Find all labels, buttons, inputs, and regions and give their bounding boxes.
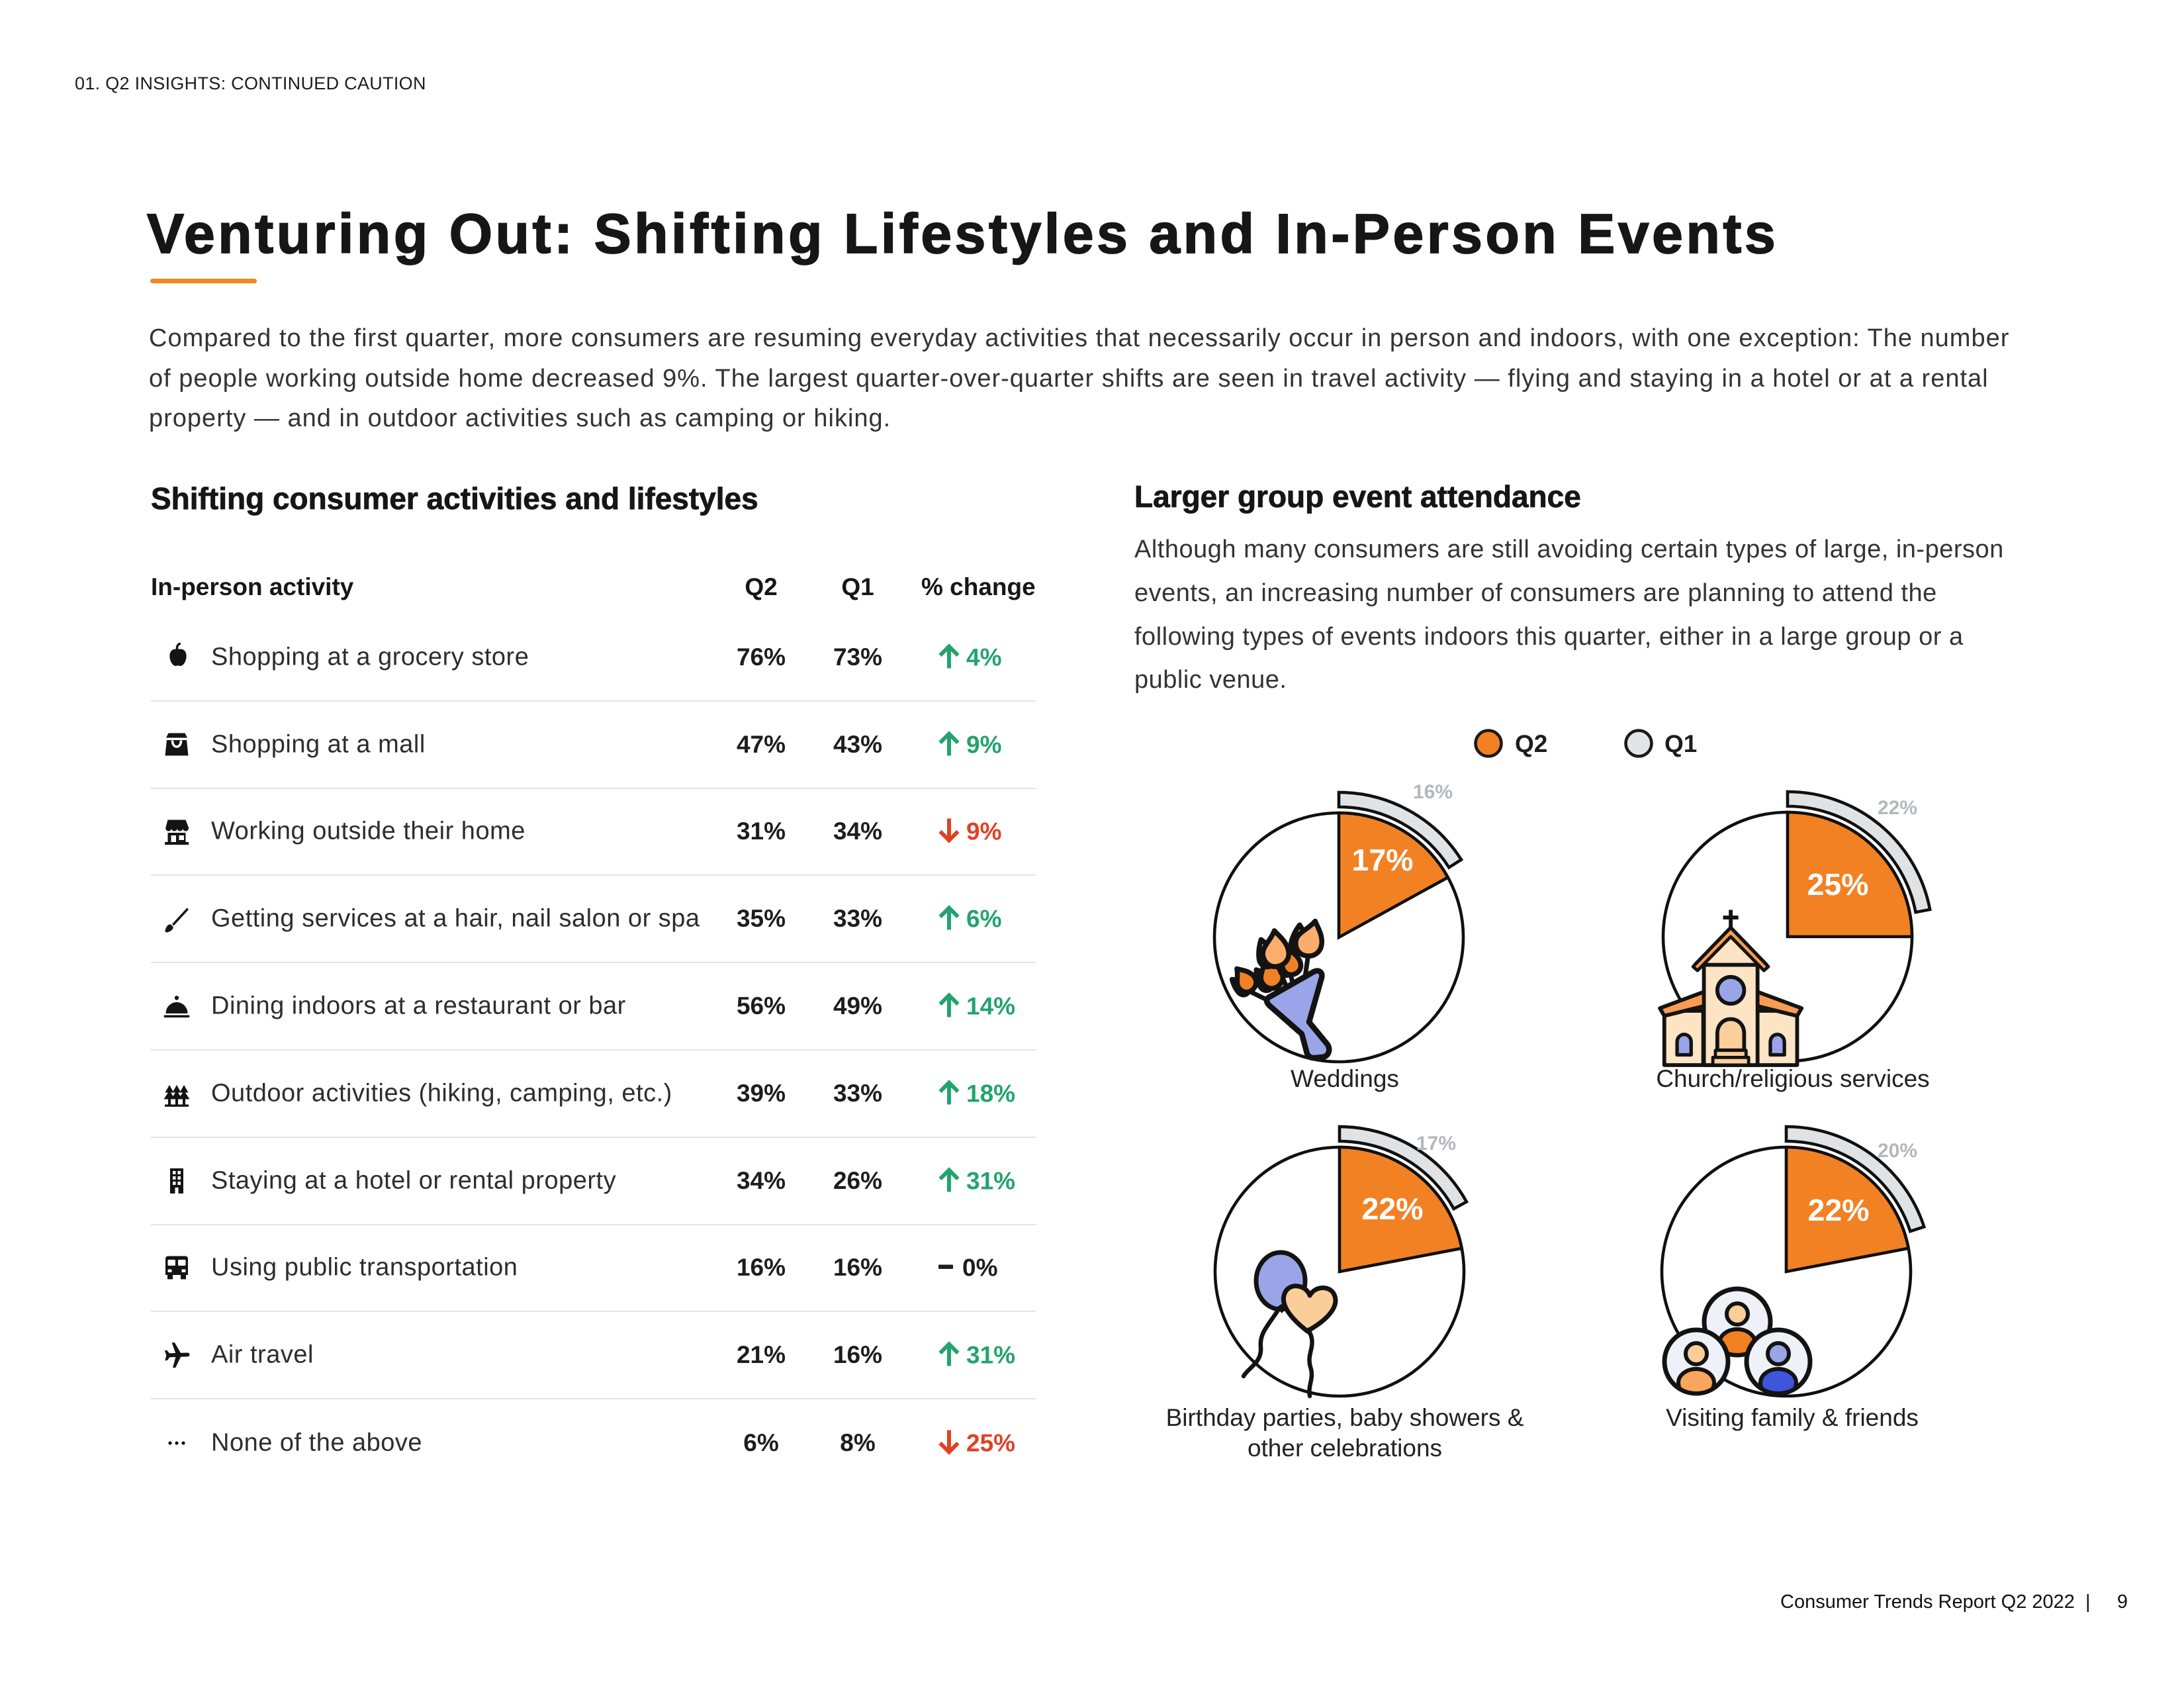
svg-text:Q1: Q1	[1664, 730, 1697, 757]
svg-text:22%: 22%	[1878, 797, 1917, 819]
svg-text:17%: 17%	[1351, 843, 1413, 877]
svg-text:22%: 22%	[1807, 1193, 1869, 1227]
svg-text:Q2: Q2	[1515, 730, 1547, 757]
svg-text:22%: 22%	[1361, 1192, 1423, 1226]
svg-text:16%: 16%	[1413, 781, 1453, 803]
svg-text:25%: 25%	[1807, 867, 1868, 902]
svg-text:17%: 17%	[1416, 1133, 1456, 1154]
svg-text:20%: 20%	[1878, 1140, 1917, 1162]
